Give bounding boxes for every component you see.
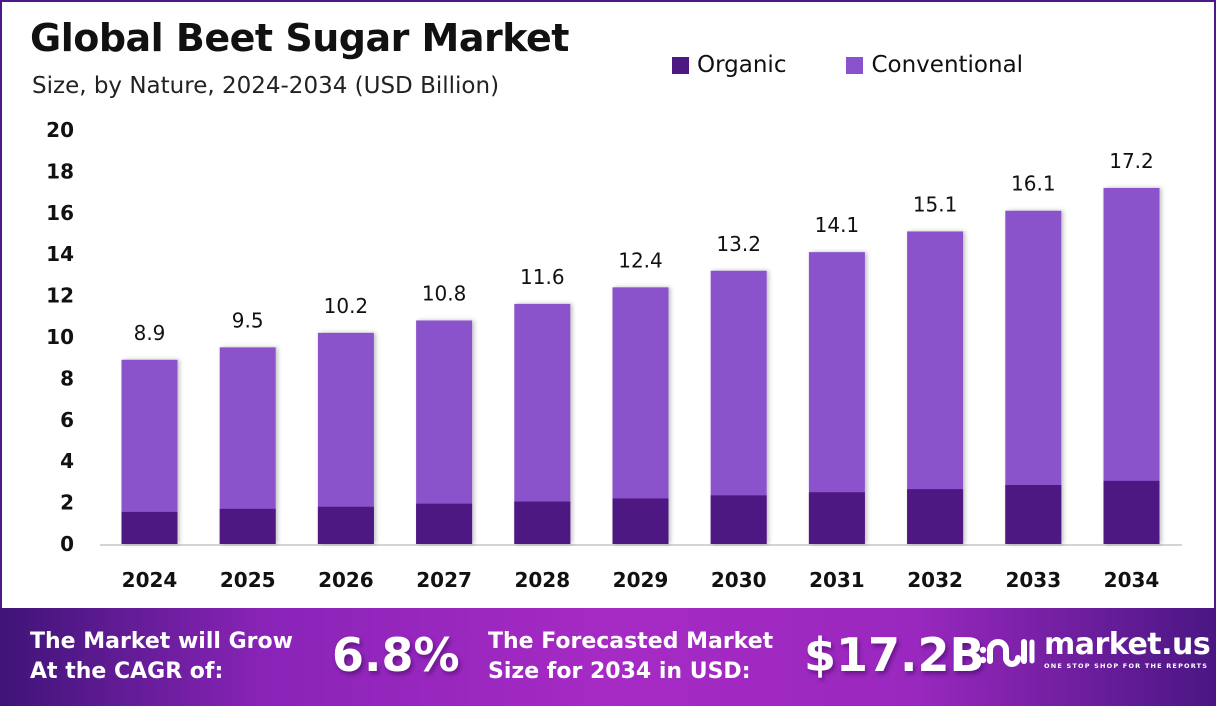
total-data-label: 15.1 <box>913 192 958 216</box>
total-data-label: 10.2 <box>324 294 369 318</box>
cagr-label-line2: At the CAGR of: <box>30 659 224 684</box>
total-data-label: 12.4 <box>618 248 663 272</box>
total-data-label: 14.1 <box>815 213 860 237</box>
market-us-logo[interactable]: market.us ONE STOP SHOP FOR THE REPORTS <box>978 627 1211 672</box>
x-tick-label: 2027 <box>416 568 472 592</box>
total-data-label: 16.1 <box>1011 172 1056 196</box>
x-tick-label: 2029 <box>613 568 669 592</box>
cagr-label: The Market will Grow At the CAGR of: <box>30 627 293 687</box>
y-tick-label: 2 <box>60 491 74 515</box>
x-tick-label: 2030 <box>711 568 767 592</box>
forecast-label: The Forecasted Market Size for 2034 in U… <box>488 627 773 687</box>
x-tick-label: 2025 <box>220 568 276 592</box>
total-data-label: 13.2 <box>716 232 761 256</box>
y-tick-label: 18 <box>46 159 74 183</box>
bar-organic <box>416 503 473 544</box>
x-tick-label: 2031 <box>809 568 865 592</box>
total-data-label: 17.2 <box>1109 149 1154 173</box>
legend-swatch-organic <box>672 56 689 74</box>
x-tick-label: 2034 <box>1104 568 1160 592</box>
y-tick-label: 8 <box>60 366 74 390</box>
bar-organic <box>710 495 767 544</box>
total-data-label: 10.8 <box>422 281 467 305</box>
bar-organic <box>121 511 178 544</box>
market-us-logo-icon <box>979 639 1035 667</box>
y-tick-label: 4 <box>60 449 74 473</box>
y-tick-label: 6 <box>60 408 74 432</box>
bar-chart: 0 2 4 6 8 10 12 14 16 18 20 8.9 2024 9.5 2025 10.2 2026 1… <box>46 118 1182 592</box>
y-tick-label: 0 <box>60 532 74 556</box>
legend: Organic Conventional <box>672 52 1023 78</box>
total-data-label: 8.9 <box>134 321 166 345</box>
bar-organic <box>907 489 964 544</box>
x-tick-label: 2032 <box>907 568 963 592</box>
y-tick-label: 16 <box>46 201 74 225</box>
chart-subtitle: Size, by Nature, 2024-2034 (USD Billion) <box>32 73 500 99</box>
legend-label-organic: Organic <box>697 52 787 78</box>
legend-item-conventional: Conventional <box>846 52 1023 78</box>
x-tick-label: 2024 <box>122 568 178 592</box>
summary-banner: The Market will Grow At the CAGR of: 6.8… <box>0 608 1216 706</box>
x-tick-label: 2028 <box>514 568 570 592</box>
forecast-label-line1: The Forecasted Market <box>488 629 774 654</box>
legend-label-conventional: Conventional <box>871 52 1024 78</box>
bar-organic <box>808 492 865 544</box>
cagr-value: 6.8% <box>332 628 460 682</box>
x-tick-label: 2033 <box>1005 568 1061 592</box>
bar-organic <box>219 508 276 544</box>
legend-item-organic: Organic <box>672 52 786 78</box>
y-tick-label: 10 <box>46 325 74 349</box>
bar-organic <box>612 498 669 544</box>
chart-title: Global Beet Sugar Market <box>30 16 569 60</box>
logo-tagline: ONE STOP SHOP FOR THE REPORTS <box>1044 662 1209 670</box>
total-data-label: 9.5 <box>232 308 264 332</box>
bar-organic <box>1005 485 1062 544</box>
total-data-label: 11.6 <box>520 265 565 289</box>
cagr-label-line1: The Market will Grow <box>30 629 293 654</box>
y-tick-label: 14 <box>46 242 74 266</box>
logo-name: market.us <box>1044 627 1211 662</box>
x-tick-label: 2026 <box>318 568 374 592</box>
forecast-label-line2: Size for 2034 in USD: <box>488 659 751 684</box>
bar-organic <box>514 501 571 544</box>
bar-organic <box>317 506 374 544</box>
y-tick-label: 20 <box>46 118 74 142</box>
bar-organic <box>1103 480 1160 544</box>
legend-swatch-conventional <box>846 56 864 74</box>
forecast-value: $17.2B <box>804 628 985 682</box>
y-tick-label: 12 <box>46 284 74 308</box>
